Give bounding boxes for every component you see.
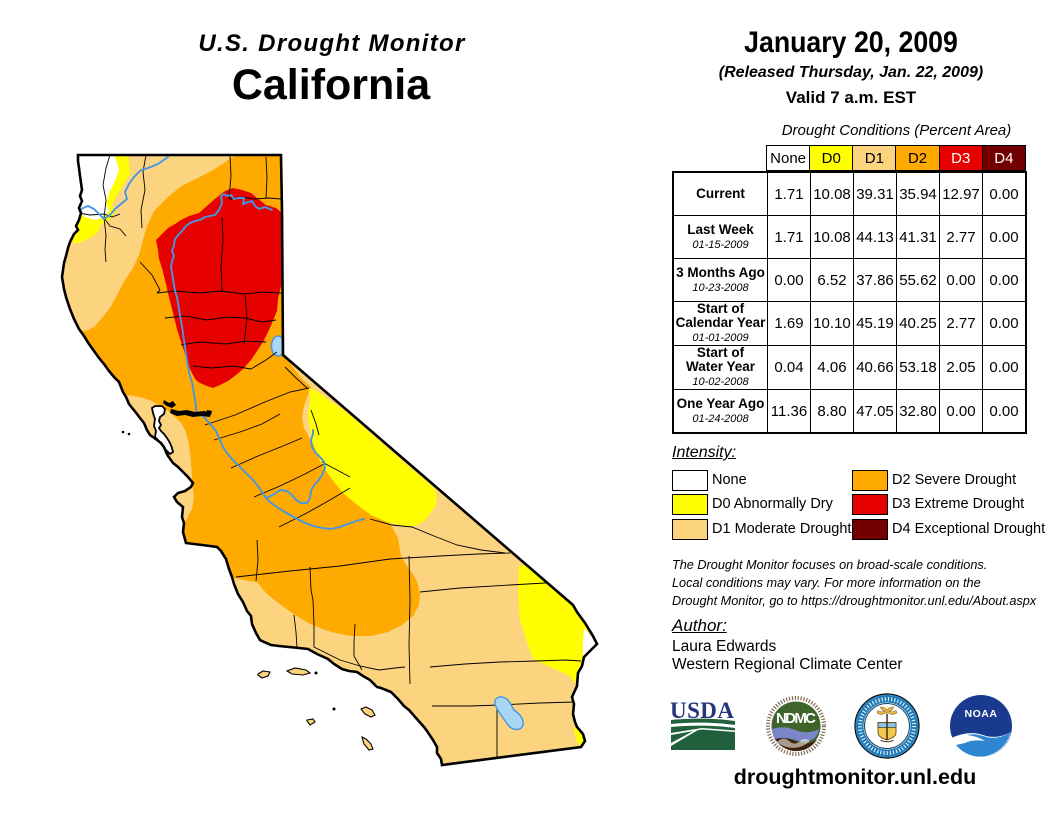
svg-text:NOAA: NOAA bbox=[965, 708, 998, 720]
svg-text:NDMC: NDMC bbox=[776, 710, 816, 727]
